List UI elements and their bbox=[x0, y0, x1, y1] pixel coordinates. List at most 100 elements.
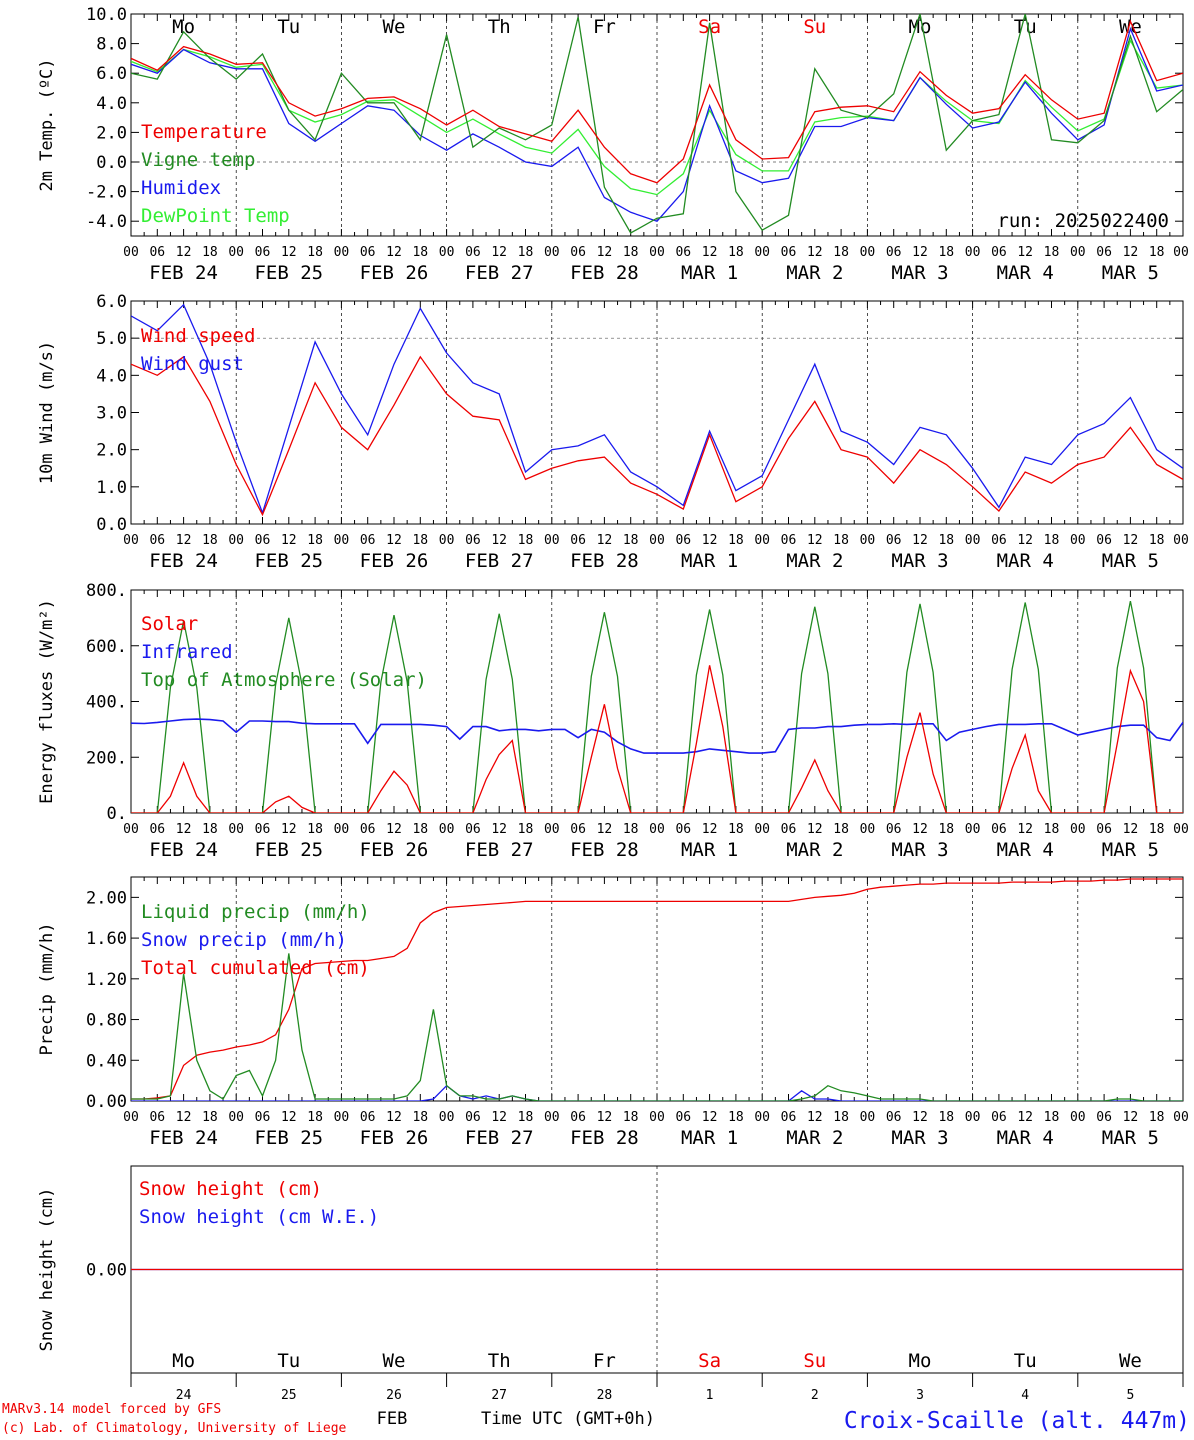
x-hour-label: 12 bbox=[702, 822, 718, 837]
weekday-label: Mo bbox=[172, 1350, 195, 1372]
x-date-label: FEB 25 bbox=[254, 839, 323, 861]
x-hour-label: 18 bbox=[412, 245, 428, 260]
weekday-label: Sa bbox=[698, 1350, 721, 1372]
x-hour-label: 06 bbox=[570, 822, 586, 837]
x-hour-label: 06 bbox=[360, 1110, 376, 1125]
y-axis-title: 2m Temp. (ºC) bbox=[37, 58, 57, 191]
x-hour-label: 06 bbox=[886, 245, 902, 260]
x-hour-label: 18 bbox=[307, 245, 323, 260]
y-tick-label: 2.0 bbox=[96, 123, 127, 143]
weekday-label: We bbox=[383, 16, 406, 38]
x-hour-label: 12 bbox=[912, 1110, 928, 1125]
x-date-label: MAR 3 bbox=[891, 1127, 948, 1149]
x-hour-label: 06 bbox=[781, 1110, 797, 1125]
x-hour-label: 18 bbox=[307, 533, 323, 548]
x-hour-label: 06 bbox=[675, 822, 691, 837]
x-date-label: FEB 26 bbox=[360, 839, 429, 861]
panel-2: 6.0 5.0 4.0 3.0 2.0 1.0 0.0 10m Wind (m/s) 00 06 1… bbox=[37, 292, 1189, 572]
x-hour-label: 12 bbox=[386, 1110, 402, 1125]
x-hour-label: 06 bbox=[570, 533, 586, 548]
x-hour-label: 00 bbox=[1070, 822, 1086, 837]
y-tick-label: 0.40 bbox=[86, 1051, 127, 1071]
x-date-label: MAR 2 bbox=[786, 1127, 843, 1149]
y-axis-title: Snow height (cm) bbox=[37, 1188, 57, 1352]
x-hour-label: 00 bbox=[1173, 533, 1189, 548]
x-hour-label: 18 bbox=[202, 1110, 218, 1125]
x-hour-label: 00 bbox=[123, 822, 139, 837]
x-hour-label: 00 bbox=[754, 245, 770, 260]
x-hour-label: 00 bbox=[860, 1110, 876, 1125]
x-hour-label: 12 bbox=[281, 245, 297, 260]
x-hour-label: 18 bbox=[518, 245, 534, 260]
x-date-label: FEB 26 bbox=[360, 1127, 429, 1149]
x-hour-label: 00 bbox=[228, 1110, 244, 1125]
x-hour-label: 18 bbox=[623, 245, 639, 260]
x-hour-label: 00 bbox=[649, 245, 665, 260]
y-tick-label: 1.0 bbox=[96, 478, 127, 498]
x-hour-label: 06 bbox=[149, 533, 165, 548]
series-line bbox=[131, 600, 1183, 813]
legend-entry: Snow height (cm) bbox=[139, 1178, 322, 1200]
x-hour-label: 18 bbox=[412, 822, 428, 837]
weekday-label: Mo bbox=[172, 16, 195, 38]
legend-entry: Snow precip (mm/h) bbox=[141, 929, 347, 951]
x-date-label: MAR 3 bbox=[891, 839, 948, 861]
x-hour-label: 12 bbox=[702, 245, 718, 260]
x-hour-label: 06 bbox=[465, 1110, 481, 1125]
x-hour-label: 06 bbox=[991, 822, 1007, 837]
series-line bbox=[131, 355, 1183, 517]
x-hour-label: 18 bbox=[202, 822, 218, 837]
x-date-label: FEB 25 bbox=[254, 1127, 323, 1149]
x-date-label: MAR 5 bbox=[1102, 262, 1159, 284]
x-hour-label: 18 bbox=[728, 245, 744, 260]
legend-entry: Liquid precip (mm/h) bbox=[141, 901, 370, 923]
x-hour-label: 12 bbox=[491, 245, 507, 260]
x-hour-label: 12 bbox=[807, 245, 823, 260]
x-hour-label: 12 bbox=[807, 822, 823, 837]
x-hour-label: 00 bbox=[649, 533, 665, 548]
station-label: Croix-Scaille (alt. 447m) bbox=[844, 1408, 1190, 1434]
x-hour-label: 06 bbox=[991, 1110, 1007, 1125]
x-hour-label: 12 bbox=[176, 533, 192, 548]
x-date-label: MAR 2 bbox=[786, 262, 843, 284]
x-date-label: MAR 1 bbox=[681, 262, 738, 284]
x-hour-label: 00 bbox=[544, 533, 560, 548]
x-hour-label: 18 bbox=[1044, 822, 1060, 837]
x-date-label: MAR 1 bbox=[681, 550, 738, 572]
y-axis-title: Precip (mm/h) bbox=[37, 922, 57, 1055]
x-hour-label: 18 bbox=[1149, 245, 1165, 260]
x-hour-label: 18 bbox=[412, 533, 428, 548]
y-tick-label: 0. bbox=[107, 804, 127, 824]
x-hour-label: 12 bbox=[1017, 822, 1033, 837]
series-line bbox=[131, 953, 1183, 1101]
x-date-label: MAR 5 bbox=[1102, 1127, 1159, 1149]
x-hour-label: 00 bbox=[1070, 1110, 1086, 1125]
day-number-label: 3 bbox=[916, 1388, 924, 1403]
x-hour-label: 12 bbox=[491, 822, 507, 837]
y-tick-label: 800. bbox=[86, 581, 127, 601]
x-hour-label: 18 bbox=[518, 533, 534, 548]
x-date-label: FEB 27 bbox=[465, 550, 534, 572]
x-hour-label: 00 bbox=[334, 533, 350, 548]
x-hour-label: 00 bbox=[754, 822, 770, 837]
day-number-label: 27 bbox=[491, 1388, 507, 1403]
plot-frame bbox=[130, 589, 1184, 814]
day-number-label: 25 bbox=[281, 1388, 297, 1403]
y-tick-label: 0.0 bbox=[96, 153, 127, 173]
x-hour-label: 12 bbox=[281, 1110, 297, 1125]
x-hour-label: 06 bbox=[1096, 245, 1112, 260]
x-date-label: FEB 26 bbox=[360, 550, 429, 572]
y-tick-label: 3.0 bbox=[96, 404, 127, 424]
x-hour-label: 18 bbox=[1149, 822, 1165, 837]
x-hour-label: 00 bbox=[965, 1110, 981, 1125]
series-line bbox=[131, 878, 1183, 1100]
x-hour-label: 06 bbox=[255, 822, 271, 837]
x-hour-label: 12 bbox=[912, 822, 928, 837]
x-date-label: MAR 5 bbox=[1102, 550, 1159, 572]
x-hour-label: 06 bbox=[570, 1110, 586, 1125]
x-hour-label: 18 bbox=[412, 1110, 428, 1125]
x-hour-label: 06 bbox=[360, 533, 376, 548]
legend-entry: Humidex bbox=[141, 177, 221, 199]
x-hour-label: 00 bbox=[123, 533, 139, 548]
x-hour-label: 06 bbox=[465, 245, 481, 260]
